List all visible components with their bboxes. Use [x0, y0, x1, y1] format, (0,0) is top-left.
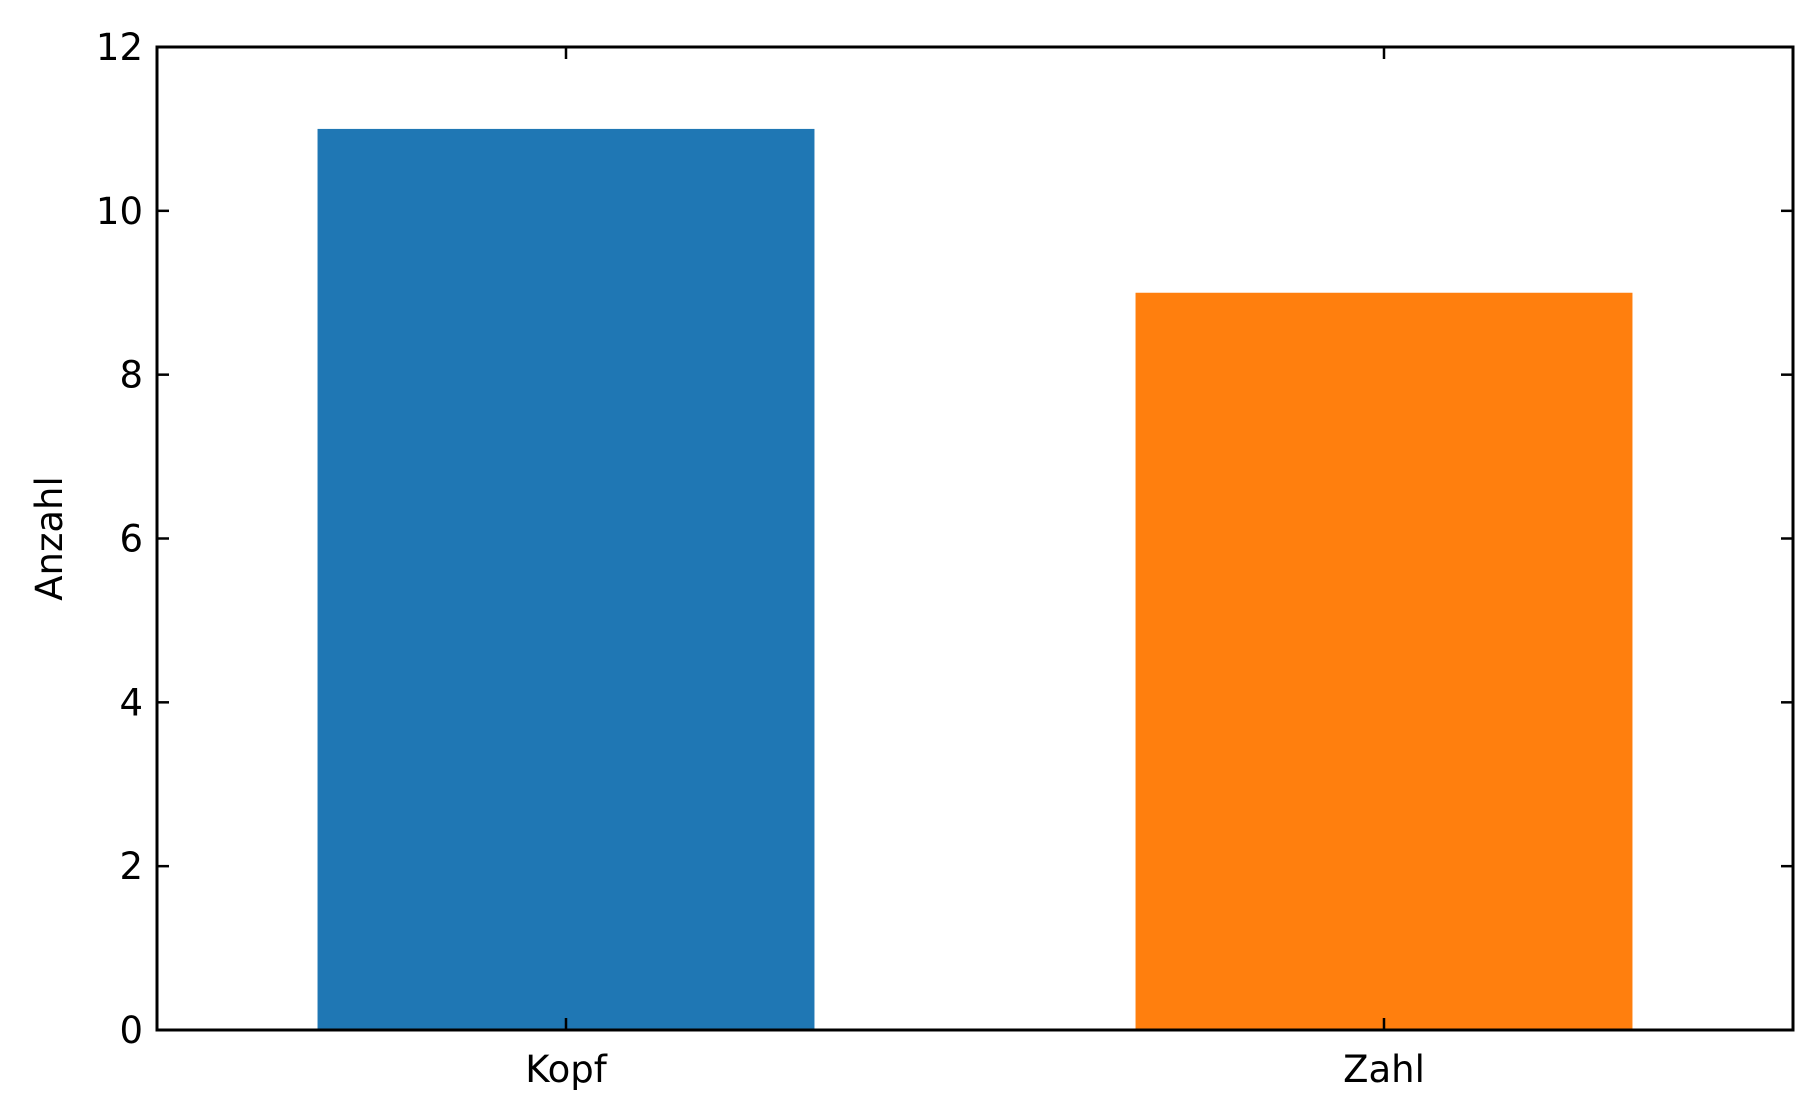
y-tick-label-10: 10 — [96, 190, 143, 233]
bars-group — [317, 128, 1633, 1030]
y-tick-label-6: 6 — [119, 518, 143, 561]
y-tick-label-8: 8 — [119, 354, 143, 397]
plot-area-frame — [155, 45, 1795, 1032]
x-tick-label-kopf: Kopf — [525, 1048, 608, 1091]
y-axis-label: Anzahl — [28, 476, 71, 601]
x-tick-label-zahl: Zahl — [1343, 1048, 1425, 1091]
y-tick-label-0: 0 — [119, 1009, 143, 1052]
bar-kopf — [317, 128, 815, 1030]
y-tick-label-4: 4 — [119, 681, 143, 724]
tick-labels-group: Kopf Zahl 0 2 4 6 8 10 12 — [96, 26, 1425, 1091]
bar-zahl — [1135, 292, 1633, 1030]
y-tick-label-2: 2 — [119, 845, 143, 888]
y-tick-label-12: 12 — [96, 26, 143, 69]
